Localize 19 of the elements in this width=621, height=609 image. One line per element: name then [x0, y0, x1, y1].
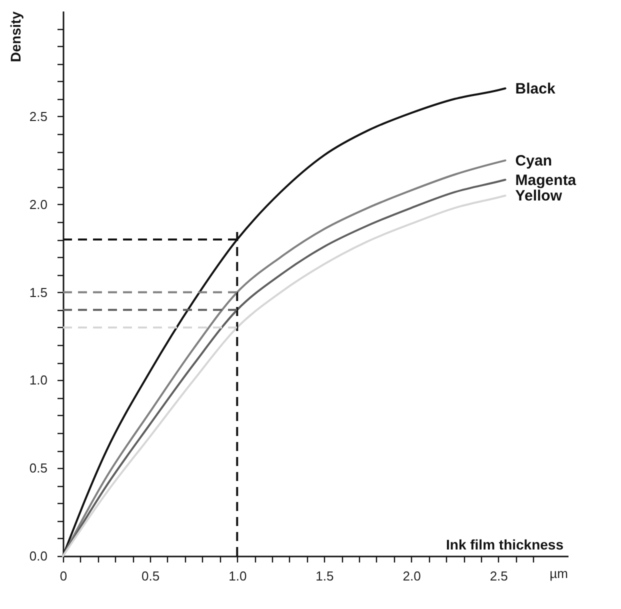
y-axis-title: Density	[7, 11, 24, 62]
x-tick-label: 0	[60, 568, 68, 584]
series-label: Magenta	[515, 172, 577, 189]
y-tick-label: 1.5	[29, 284, 48, 300]
x-tick-label: 1.5	[316, 568, 334, 584]
y-tick-label: 0.0	[29, 548, 48, 564]
x-tick-label: 2.5	[490, 568, 508, 584]
x-tick-label: 2.0	[402, 568, 421, 584]
text: µm	[550, 566, 568, 581]
y-tick-label: 1.0	[29, 372, 48, 388]
x-axis-title: Ink film thickness	[446, 536, 564, 552]
series-label: Black	[515, 80, 556, 98]
series-label: Cyan	[515, 152, 552, 170]
x-tick-label: 0.5	[142, 568, 160, 584]
x-tick-label: 1.0	[228, 568, 247, 584]
series-label: Yellow	[515, 188, 562, 205]
y-tick-label: 2.5	[29, 108, 48, 124]
y-tick-label: 0.5	[29, 460, 48, 476]
y-tick-label: 2.0	[29, 196, 48, 212]
